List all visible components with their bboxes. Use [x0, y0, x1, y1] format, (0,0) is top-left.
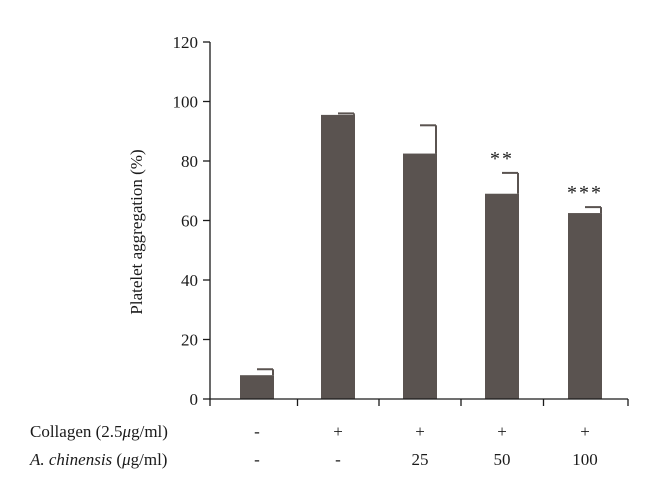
- chinensis-label-suffix: g/ml): [131, 450, 168, 469]
- y-tick-label-0: 0: [190, 390, 199, 409]
- bar-1: [321, 114, 355, 399]
- condition-1-value-3: 50: [494, 450, 511, 469]
- condition-1-value-0: -: [254, 450, 260, 469]
- collagen-label-unit: μ: [122, 422, 132, 441]
- significance-3: **: [490, 148, 514, 170]
- condition-table: Collagen (2.5μg/ml) A. chinensis (μg/ml): [29, 422, 168, 469]
- bars-group: [240, 114, 602, 399]
- collagen-label-prefix: Collagen (2.5: [30, 422, 123, 441]
- collagen-row-label: Collagen (2.5μg/ml): [30, 422, 168, 441]
- y-tick-label-100: 100: [173, 93, 199, 112]
- chinensis-row-label: A. chinensis (μg/ml): [29, 450, 167, 469]
- error-bars-group: [257, 112, 602, 376]
- y-tick-label-20: 20: [181, 331, 198, 350]
- condition-0-value-3: +: [497, 422, 507, 441]
- y-axis-title: Platelet aggregation (%): [127, 149, 146, 314]
- condition-0-value-1: +: [333, 422, 343, 441]
- chinensis-label-prefix: A. chinensis: [29, 450, 113, 469]
- significance-4: ***: [567, 182, 603, 204]
- condition-1-value-2: 25: [412, 450, 429, 469]
- condition-values-group: - + + + + - - 25 50 100: [254, 422, 598, 469]
- y-tick-label-120: 120: [173, 33, 199, 52]
- condition-0-value-2: +: [415, 422, 425, 441]
- condition-1-value-1: -: [335, 450, 341, 469]
- bar-4: [568, 213, 602, 399]
- condition-1-value-4: 100: [572, 450, 598, 469]
- bar-2: [403, 153, 437, 399]
- y-tick-label-40: 40: [181, 271, 198, 290]
- y-tick-label-60: 60: [181, 212, 198, 231]
- bar-0: [240, 375, 274, 399]
- bar-3: [485, 193, 519, 399]
- y-ticks-group: 0 20 40 60 80 100 120: [173, 33, 629, 409]
- significance-group: *****: [490, 148, 603, 204]
- condition-0-value-0: -: [254, 422, 260, 441]
- y-tick-label-80: 80: [181, 152, 198, 171]
- condition-0-value-4: +: [580, 422, 590, 441]
- chinensis-label-unit: μ: [121, 450, 131, 469]
- chinensis-label-open: (: [112, 450, 122, 469]
- collagen-label-suffix: g/ml): [131, 422, 168, 441]
